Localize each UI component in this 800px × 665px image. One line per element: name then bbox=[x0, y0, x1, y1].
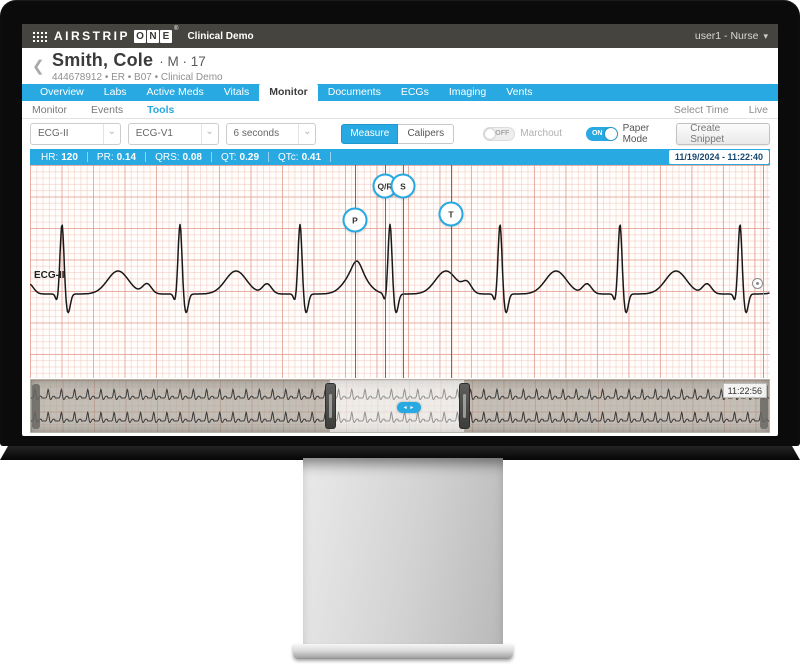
tab-active-meds[interactable]: Active Meds bbox=[146, 86, 204, 98]
stat-value: 120 bbox=[61, 151, 78, 163]
stat-label: PR: bbox=[96, 151, 114, 163]
strip-dim-right bbox=[464, 380, 769, 432]
lead-label: ECG-II bbox=[34, 270, 65, 281]
chevron-down-icon bbox=[298, 123, 315, 144]
patient-block: Smith, Cole · M · 17 444678912 • ER • B0… bbox=[52, 50, 223, 83]
marker-t[interactable]: T bbox=[438, 201, 464, 227]
paper-mode-toggle[interactable]: ON Paper Mode bbox=[585, 122, 676, 145]
stat-qtc: QTc: 0.41 bbox=[269, 151, 332, 163]
caliper-drag-handle-icon[interactable] bbox=[752, 278, 763, 289]
stat-value: 0.08 bbox=[182, 151, 202, 163]
strip-time: 11:22:56 bbox=[722, 383, 767, 398]
marchout-toggle[interactable]: OFF Marchout bbox=[483, 126, 562, 141]
selection-drag-badge[interactable] bbox=[397, 402, 421, 413]
ecg-plot: P Q/R S T ECG-II bbox=[30, 165, 770, 378]
lead-primary-value: ECG-II bbox=[38, 128, 69, 139]
user-menu-label: user1 - Nurse bbox=[694, 30, 759, 42]
selection-handle-right[interactable] bbox=[459, 383, 470, 429]
duration-value: 6 seconds bbox=[233, 128, 280, 139]
caret-down-icon bbox=[763, 30, 768, 42]
selection-handle-left[interactable] bbox=[325, 383, 336, 429]
stat-qrs: QRS: 0.08 bbox=[146, 151, 212, 163]
apps-grid-icon[interactable] bbox=[32, 31, 47, 42]
monitor-chin bbox=[0, 446, 800, 460]
tab-vents[interactable]: Vents bbox=[506, 86, 533, 98]
patient-name: Smith, Cole bbox=[52, 49, 154, 70]
monitor-stand bbox=[303, 458, 503, 648]
paper-mode-switch[interactable]: ON bbox=[585, 126, 618, 141]
lead-secondary-value: ECG-V1 bbox=[135, 128, 173, 139]
stat-value: 0.41 bbox=[301, 151, 322, 163]
live-link[interactable]: Live bbox=[748, 103, 768, 116]
ecg-overview-strip[interactable]: 11:22:56 bbox=[30, 379, 770, 433]
caliper-line-qr[interactable] bbox=[385, 165, 386, 378]
stat-pr: PR: 0.14 bbox=[88, 151, 147, 163]
marker-s[interactable]: S bbox=[390, 173, 416, 199]
caliper-line-s[interactable] bbox=[403, 165, 404, 378]
marker-qr[interactable]: Q/R bbox=[372, 173, 398, 199]
registered-mark: ® bbox=[174, 26, 179, 32]
brand-one-tiles: O N E bbox=[134, 29, 173, 43]
stat-label: QRS: bbox=[155, 151, 180, 163]
tab-imaging[interactable]: Imaging bbox=[448, 86, 487, 98]
caliper-line-end[interactable] bbox=[763, 165, 764, 378]
stat-label: QTc: bbox=[278, 151, 299, 163]
strip-start-cap[interactable] bbox=[32, 384, 40, 429]
subtab-tools[interactable]: Tools bbox=[147, 103, 175, 116]
tab-ecgs[interactable]: ECGs bbox=[400, 86, 429, 98]
brand-tile: O bbox=[134, 29, 147, 43]
tab-monitor[interactable]: Monitor bbox=[259, 84, 318, 101]
select-time-link[interactable]: Select Time bbox=[673, 103, 729, 116]
caliper-line-p[interactable] bbox=[355, 165, 356, 378]
stat-label: HR: bbox=[41, 151, 59, 163]
tab-overview[interactable]: Overview bbox=[40, 86, 84, 98]
patient-sex-age: · M · 17 bbox=[159, 53, 206, 69]
marker-p[interactable]: P bbox=[342, 207, 368, 233]
duration-select[interactable]: 6 seconds bbox=[225, 122, 317, 145]
stat-value: 0.14 bbox=[116, 151, 137, 163]
back-chevron-icon[interactable] bbox=[32, 57, 46, 76]
strip-end-cap[interactable] bbox=[760, 384, 768, 429]
chevron-down-icon bbox=[200, 123, 218, 144]
screen: AIRSTRIP O N E ® Clinical Demo user1 - N… bbox=[22, 24, 778, 436]
measure-button[interactable]: Measure bbox=[341, 123, 399, 144]
subtab-events[interactable]: Events bbox=[91, 103, 124, 116]
brand-tile: N bbox=[147, 29, 160, 43]
create-snippet-button[interactable]: Create Snippet bbox=[676, 122, 770, 145]
stat-hr: HR: 120 bbox=[32, 151, 88, 163]
monitor-base bbox=[293, 644, 513, 659]
measure-mode-segment: Measure Calipers bbox=[341, 123, 455, 144]
toolbar: ECG-II ECG-V1 6 seconds Measure Calipers… bbox=[22, 119, 778, 148]
marchout-switch[interactable]: OFF bbox=[483, 126, 516, 141]
strip-dim-left bbox=[31, 380, 330, 432]
caliper-line-t[interactable] bbox=[451, 165, 452, 378]
tab-labs[interactable]: Labs bbox=[103, 86, 127, 98]
tab-documents[interactable]: Documents bbox=[327, 86, 381, 98]
ecg-waveform bbox=[30, 223, 770, 314]
lead-primary-select[interactable]: ECG-II bbox=[30, 122, 121, 145]
chevron-down-icon bbox=[102, 123, 120, 144]
ecg-stats-bar: HR: 120 PR: 0.14 QRS: 0.08 QT: 0.29 QTc:… bbox=[30, 149, 770, 165]
stat-qt: QT: 0.29 bbox=[212, 151, 270, 163]
brand-tile: E bbox=[160, 29, 173, 43]
patient-details: 444678912 • ER • B07 • Clinical Demo bbox=[52, 71, 223, 83]
user-menu[interactable]: user1 - Nurse bbox=[695, 30, 768, 42]
brand-name: AIRSTRIP bbox=[54, 29, 131, 43]
paper-mode-label: Paper Mode bbox=[622, 122, 650, 145]
stat-value: 0.29 bbox=[239, 151, 260, 163]
marchout-label: Marchout bbox=[520, 128, 562, 139]
calipers-button[interactable]: Calipers bbox=[398, 123, 455, 144]
tab-vitals[interactable]: Vitals bbox=[223, 86, 250, 98]
primary-nav: Overview Labs Active Meds Vitals Monitor… bbox=[22, 84, 778, 101]
app-subtitle: Clinical Demo bbox=[187, 30, 254, 42]
lead-secondary-select[interactable]: ECG-V1 bbox=[127, 122, 219, 145]
patient-header: Smith, Cole · M · 17 444678912 • ER • B0… bbox=[22, 48, 778, 84]
app-bar: AIRSTRIP O N E ® Clinical Demo user1 - N… bbox=[22, 24, 778, 48]
sub-nav: Monitor Events Tools Select Time Live bbox=[22, 101, 778, 119]
stat-label: QT: bbox=[220, 151, 237, 163]
strip-timestamp: 11/19/2024 - 11:22:40 bbox=[668, 150, 769, 164]
subtab-monitor[interactable]: Monitor bbox=[32, 103, 68, 116]
